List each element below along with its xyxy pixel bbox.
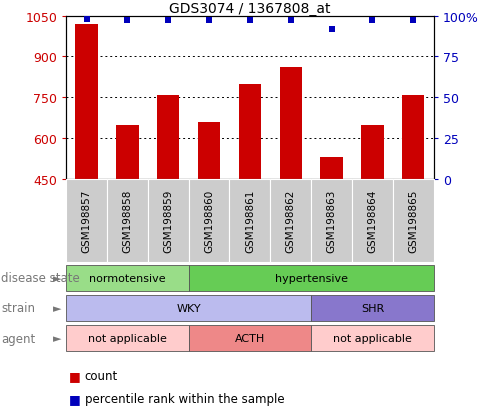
Bar: [66, 295, 311, 321]
Bar: [311, 295, 434, 321]
Text: GSM198864: GSM198864: [368, 189, 377, 253]
Bar: [66, 180, 107, 262]
Text: ►: ►: [53, 333, 62, 343]
Bar: [66, 265, 189, 291]
Bar: [402, 95, 424, 180]
Bar: [148, 180, 189, 262]
Text: GSM198859: GSM198859: [163, 189, 173, 253]
Bar: [311, 180, 352, 262]
Bar: [311, 325, 434, 351]
Bar: [157, 95, 179, 180]
Text: agent: agent: [1, 332, 35, 345]
Text: percentile rank within the sample: percentile rank within the sample: [85, 392, 284, 405]
Text: disease state: disease state: [1, 272, 80, 285]
Text: GSM198857: GSM198857: [81, 189, 92, 253]
Bar: [279, 68, 302, 180]
Text: normotensive: normotensive: [89, 273, 166, 283]
Text: not applicable: not applicable: [88, 333, 167, 343]
Bar: [320, 158, 343, 180]
Bar: [239, 85, 261, 180]
Bar: [189, 180, 229, 262]
Bar: [270, 180, 311, 262]
Text: ■: ■: [69, 392, 80, 405]
Text: GSM198862: GSM198862: [286, 189, 296, 253]
Bar: [189, 325, 311, 351]
Text: ►: ►: [53, 273, 62, 283]
Bar: [393, 180, 434, 262]
Bar: [75, 25, 98, 180]
Bar: [229, 180, 270, 262]
Bar: [66, 325, 189, 351]
Text: WKY: WKY: [176, 303, 201, 313]
Text: hypertensive: hypertensive: [275, 273, 347, 283]
Bar: [107, 180, 148, 262]
Text: ACTH: ACTH: [235, 333, 265, 343]
Text: ■: ■: [69, 369, 80, 382]
Title: GDS3074 / 1367808_at: GDS3074 / 1367808_at: [169, 2, 331, 16]
Bar: [198, 123, 220, 180]
Bar: [361, 126, 384, 180]
Text: GSM198865: GSM198865: [408, 189, 418, 253]
Text: GSM198863: GSM198863: [326, 189, 337, 253]
Text: GSM198860: GSM198860: [204, 190, 214, 252]
Text: GSM198861: GSM198861: [245, 189, 255, 253]
Bar: [352, 180, 393, 262]
Text: count: count: [85, 369, 118, 382]
Text: SHR: SHR: [361, 303, 384, 313]
Text: GSM198858: GSM198858: [122, 189, 132, 253]
Text: not applicable: not applicable: [333, 333, 412, 343]
Bar: [116, 126, 139, 180]
Text: strain: strain: [1, 302, 35, 315]
Bar: [189, 265, 434, 291]
Text: ►: ►: [53, 303, 62, 313]
